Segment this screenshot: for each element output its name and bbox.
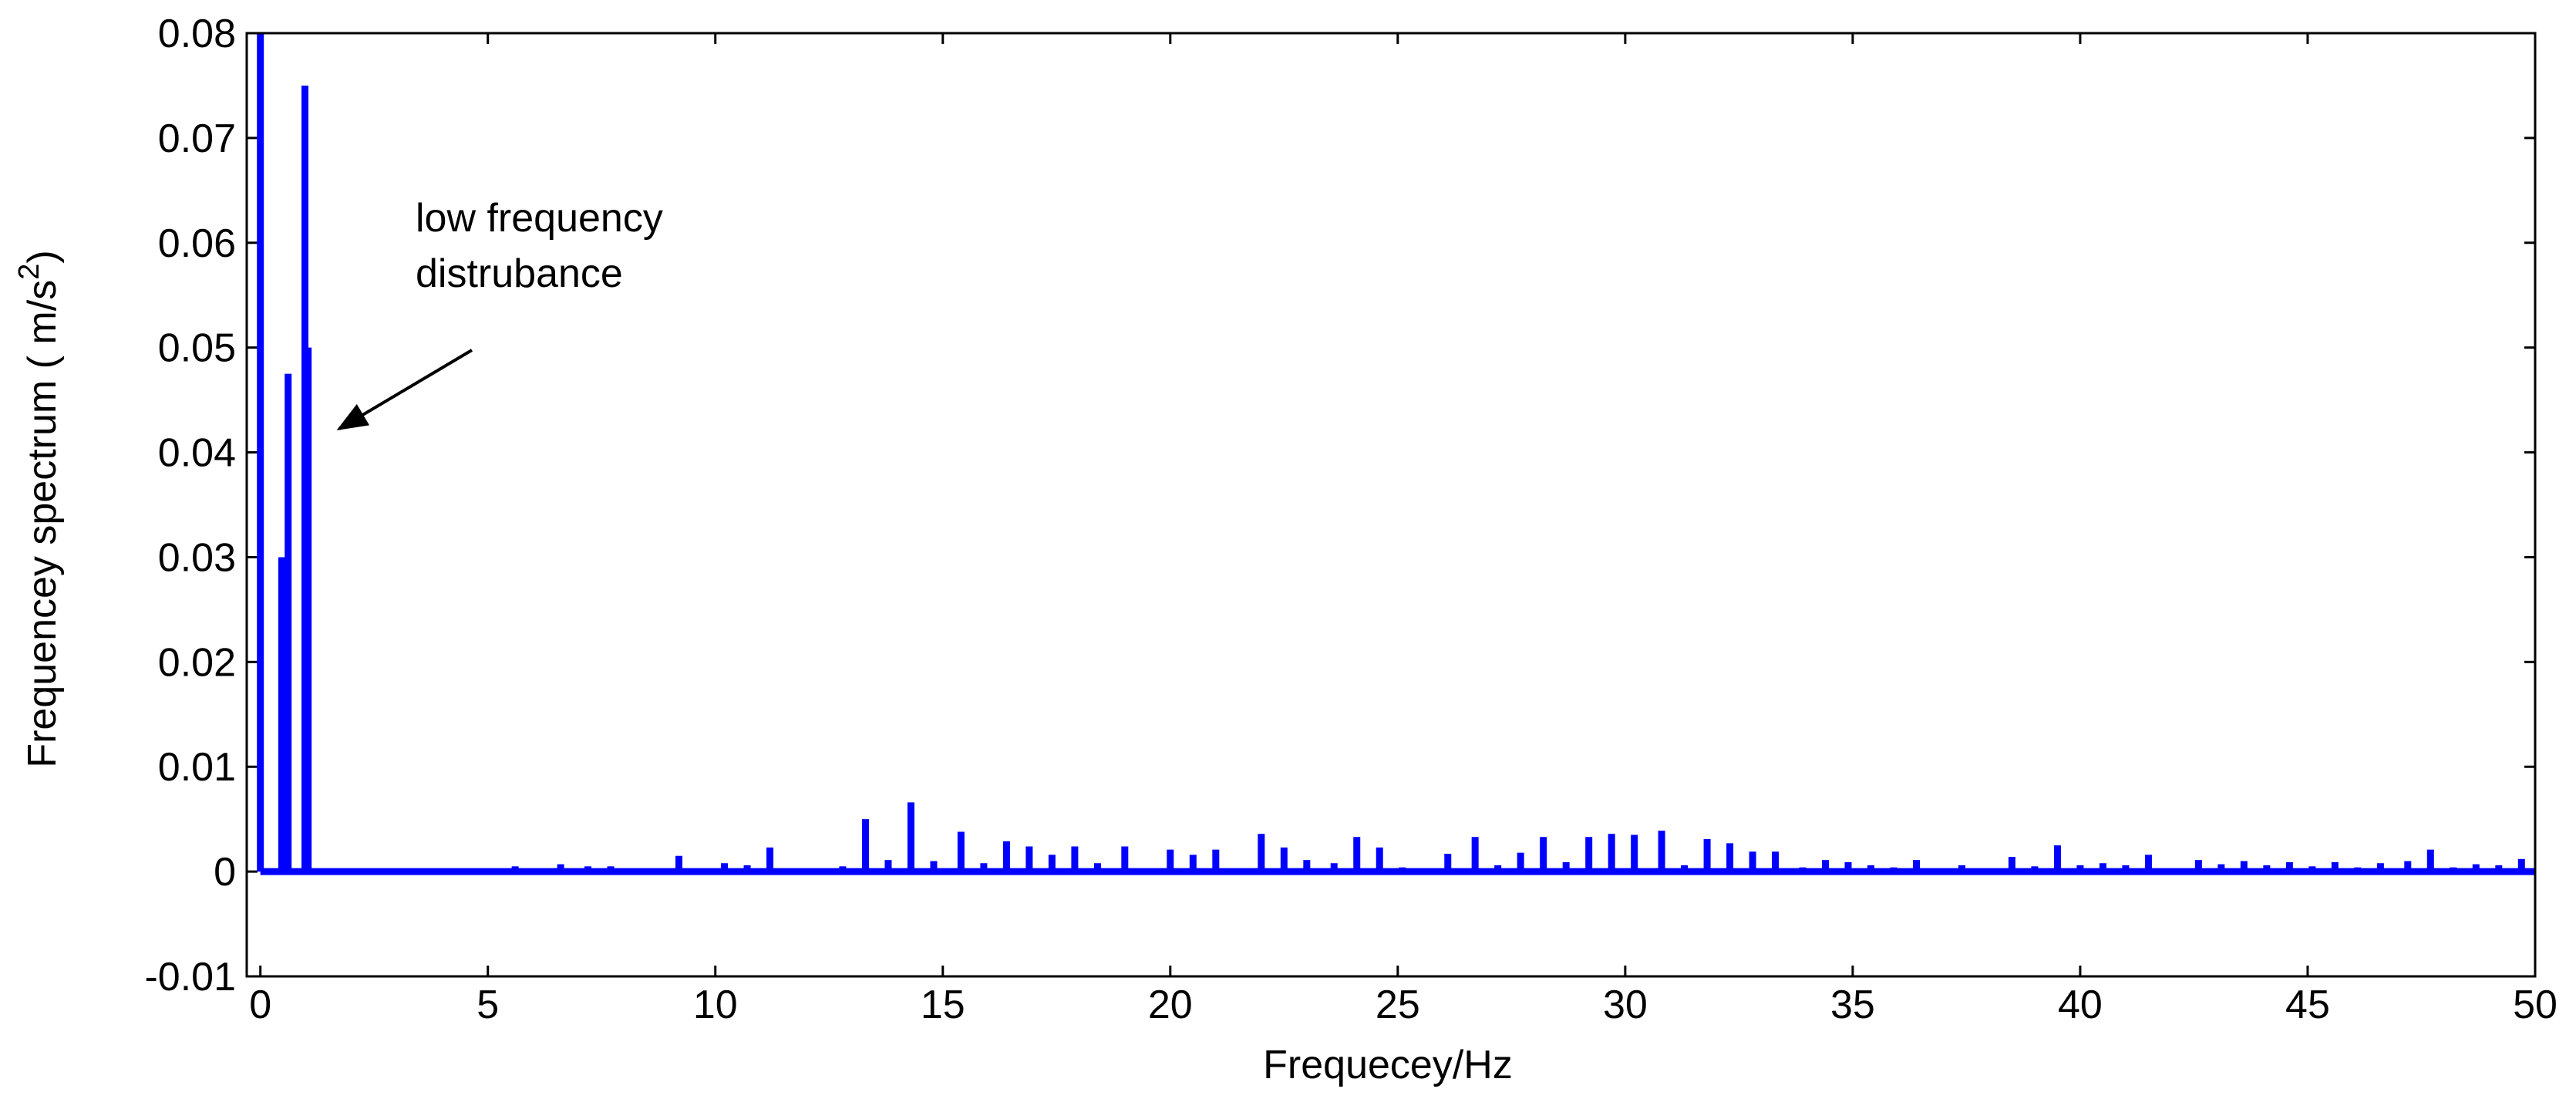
- y-tick-label: 0.05: [158, 326, 236, 371]
- x-tick-label: 30: [1603, 983, 1648, 1027]
- y-axis-label-part: 2: [13, 264, 45, 280]
- y-tick-label: -0.01: [144, 955, 236, 1000]
- y-axis-label-part: ): [20, 250, 65, 263]
- plot-area: -0.01 0 0.01 0.02 0.03 0.04 0.05 0.06 0.07 0.08 0 5…: [144, 12, 2557, 1027]
- x-tick-label: 0: [249, 983, 271, 1027]
- x-tick-label: 50: [2513, 983, 2557, 1027]
- plot-frame: [245, 32, 2537, 978]
- x-tick-label: 40: [2058, 983, 2103, 1027]
- y-axis-label-part: Frequencey spectrum ( m/s: [20, 280, 65, 768]
- y-axis-label: Frequencey spectrum ( m/s2): [13, 250, 65, 767]
- annotation: low frequency: [416, 196, 663, 241]
- y-tick-label: 0.07: [158, 116, 236, 161]
- x-tick-label: 25: [1376, 983, 1420, 1027]
- y-tick-label: 0.03: [158, 535, 236, 580]
- x-tick-label: 20: [1148, 983, 1193, 1027]
- x-tick-label: 10: [693, 983, 738, 1027]
- y-tick-label: 0.01: [158, 745, 236, 790]
- y-tick-label: 0.06: [158, 221, 236, 266]
- annotation-arrow: [336, 349, 473, 431]
- y-tick-label: 0.02: [158, 640, 236, 685]
- y-tick-label: 0.04: [158, 431, 236, 476]
- x-tick-label: 35: [1830, 983, 1875, 1027]
- x-tick-label: 45: [2285, 983, 2330, 1027]
- x-axis-label: Frequecey/Hz: [1263, 1043, 1513, 1087]
- x-tick-label: 15: [921, 983, 965, 1027]
- x-tick-label: 5: [476, 983, 499, 1027]
- y-tick-label: 0.08: [158, 12, 236, 56]
- y-tick-label: 0: [214, 850, 236, 895]
- annotation: distrubance: [416, 251, 623, 296]
